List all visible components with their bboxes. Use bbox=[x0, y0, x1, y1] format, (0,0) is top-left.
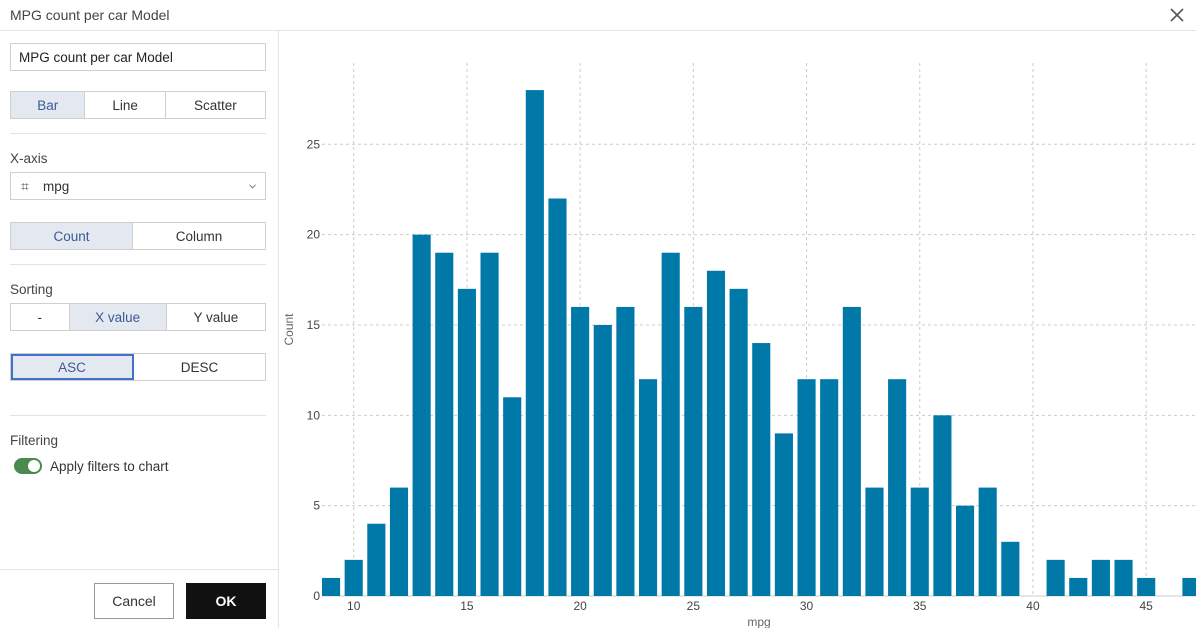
bar bbox=[1069, 577, 1088, 596]
bar bbox=[322, 577, 341, 596]
filtering-label: Filtering bbox=[10, 433, 59, 448]
chart-name-input[interactable] bbox=[10, 43, 266, 71]
x-tick-label: 10 bbox=[347, 599, 361, 613]
bar bbox=[1001, 541, 1020, 596]
y-tick-label: 25 bbox=[307, 137, 321, 151]
ok-button[interactable]: OK bbox=[186, 583, 266, 619]
bar bbox=[661, 252, 680, 597]
bar bbox=[955, 505, 975, 596]
bar bbox=[344, 559, 363, 596]
bar bbox=[367, 523, 386, 596]
x-tick-label: 25 bbox=[687, 599, 701, 613]
close-icon[interactable] bbox=[1167, 5, 1187, 25]
bar bbox=[820, 379, 839, 596]
chart-type-scatter-button[interactable]: Scatter bbox=[194, 97, 237, 113]
chart-type-selector: Bar Line Scatter bbox=[10, 91, 266, 119]
apply-filters-label: Apply filters to chart bbox=[50, 459, 169, 474]
chevron-down-icon bbox=[249, 184, 256, 189]
bar bbox=[593, 324, 612, 596]
bar bbox=[684, 306, 703, 596]
bar bbox=[457, 288, 476, 596]
bar bbox=[842, 306, 861, 596]
bar bbox=[706, 270, 726, 596]
bar bbox=[571, 306, 590, 596]
bar bbox=[548, 198, 567, 596]
bar bbox=[933, 415, 952, 596]
mpg-count-bar-chart: 0 5 10 15 20 25 10 15 20 25 30 35 40 45 mpg Count bbox=[282, 63, 1196, 628]
sort-x-value-button[interactable]: X value bbox=[69, 304, 167, 330]
sort-asc-button[interactable]: ASC bbox=[11, 354, 135, 380]
x-tick-label: 30 bbox=[800, 599, 814, 613]
sort-y-value-button[interactable]: Y value bbox=[193, 309, 239, 325]
bar bbox=[525, 90, 544, 597]
sorting-label: Sorting bbox=[10, 282, 53, 297]
bar bbox=[503, 397, 522, 596]
number-column-icon: ⌗ bbox=[21, 178, 29, 194]
section-divider bbox=[10, 415, 266, 416]
bar bbox=[1182, 577, 1196, 596]
bar bbox=[638, 379, 658, 596]
bar bbox=[729, 288, 748, 596]
dialog-title: MPG count per car Model bbox=[10, 7, 170, 23]
sort-by-selector: - X value Y value bbox=[10, 303, 266, 331]
bar bbox=[978, 487, 997, 596]
y-tick-label: 0 bbox=[313, 589, 320, 603]
sort-desc-button[interactable]: DESC bbox=[180, 359, 219, 375]
x-tick-label: 35 bbox=[913, 599, 927, 613]
bar bbox=[480, 252, 499, 597]
x-axis-select[interactable]: ⌗ mpg bbox=[10, 172, 266, 200]
x-tick-label: 20 bbox=[573, 599, 587, 613]
y-tick-label: 20 bbox=[307, 228, 321, 242]
x-axis-select-value: mpg bbox=[43, 179, 70, 194]
y-tick-label: 10 bbox=[307, 408, 321, 422]
sort-none-button[interactable]: - bbox=[11, 304, 70, 330]
bar bbox=[910, 487, 929, 596]
x-axis-label: X-axis bbox=[10, 151, 48, 166]
sort-order-selector: ASC DESC bbox=[10, 353, 266, 381]
chart-area: 0 5 10 15 20 25 10 15 20 25 30 35 40 45 mpg Count bbox=[280, 31, 1196, 628]
section-divider bbox=[10, 133, 266, 134]
cancel-button[interactable]: Cancel bbox=[94, 583, 174, 619]
aggregation-count-button[interactable]: Count bbox=[11, 223, 134, 249]
x-tick-label: 45 bbox=[1140, 599, 1154, 613]
footer-divider bbox=[0, 569, 279, 570]
bar bbox=[435, 252, 454, 597]
y-tick-label: 5 bbox=[313, 499, 320, 513]
x-tick-label: 40 bbox=[1026, 599, 1040, 613]
y-axis-title: Count bbox=[282, 313, 296, 346]
bar bbox=[774, 433, 793, 596]
bar bbox=[888, 379, 907, 596]
apply-filters-toggle[interactable] bbox=[14, 458, 42, 474]
bar bbox=[1137, 577, 1156, 596]
aggregation-column-button[interactable]: Column bbox=[175, 228, 223, 244]
section-divider bbox=[10, 264, 266, 265]
x-tick-label: 15 bbox=[460, 599, 474, 613]
bar bbox=[797, 379, 816, 596]
bar bbox=[412, 234, 431, 596]
x-axis-title: mpg bbox=[747, 615, 770, 628]
dialog-titlebar: MPG count per car Model bbox=[0, 0, 1196, 31]
bar bbox=[1114, 559, 1133, 596]
bar bbox=[865, 487, 884, 596]
bar bbox=[1046, 559, 1065, 596]
chart-type-line-button[interactable]: Line bbox=[85, 92, 166, 118]
aggregation-selector: Count Column bbox=[10, 222, 266, 250]
bar bbox=[752, 343, 771, 596]
bar bbox=[616, 306, 635, 596]
bar bbox=[389, 487, 409, 596]
chart-type-bar-button[interactable]: Bar bbox=[11, 92, 86, 118]
chart-settings-panel: Bar Line Scatter X-axis ⌗ mpg Count Colu… bbox=[0, 31, 279, 628]
bar bbox=[1091, 559, 1110, 596]
y-tick-label: 15 bbox=[307, 318, 321, 332]
toggle-knob bbox=[28, 460, 40, 472]
